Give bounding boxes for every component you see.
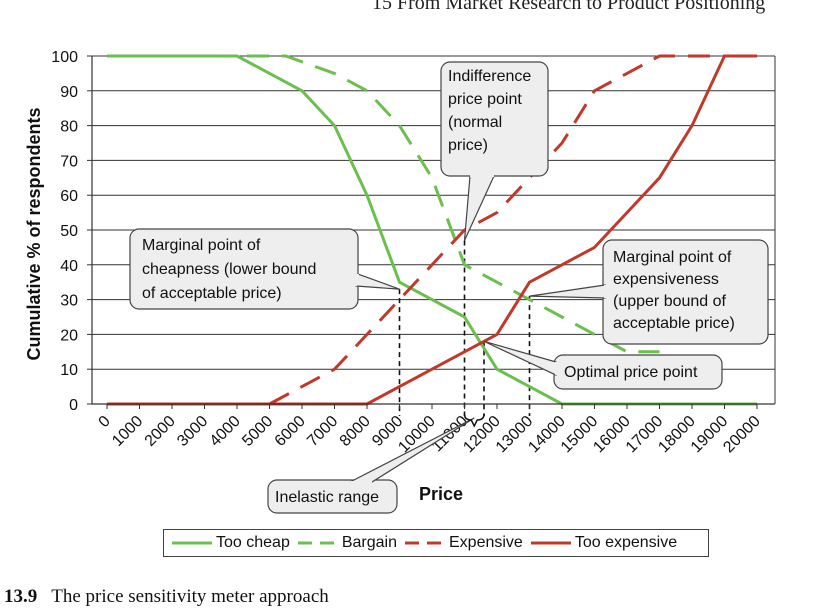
callout-text: Indifference	[448, 68, 531, 85]
y-tick-labels: 0 10 20 30 40 50 60 70 80 90 100	[51, 49, 78, 414]
y-tick-label: 30	[60, 293, 78, 310]
callout-seam	[355, 273, 359, 287]
x-tick-labels: 0100020003000400050006000700080009000100…	[96, 413, 764, 457]
x-tick-label: 3000	[174, 413, 211, 450]
callout-text: Optimal price point	[564, 364, 698, 381]
x-tick-label: 5000	[239, 413, 276, 450]
y-tick-label: 50	[60, 223, 78, 240]
legend-swatch	[530, 541, 571, 545]
x-tick-label: 0	[96, 413, 114, 431]
callout-pointer	[355, 273, 400, 290]
chart-axes	[87, 55, 776, 409]
legend-swatch	[297, 541, 338, 545]
chart-annotations: Indifference price point (normal price) Marg…	[129, 61, 769, 514]
y-axis-label: Cumulative % of respondents	[24, 107, 44, 360]
legend-swatch	[172, 541, 212, 545]
callout-text: expensiveness	[613, 271, 719, 288]
legend-item: Bargain	[297, 534, 397, 552]
y-tick-label: 90	[60, 84, 78, 101]
legend-label: Too cheap	[216, 534, 290, 551]
callout-optimal: Optimal price point	[483, 340, 723, 390]
callout-expensiveness: Marginal point of expensiveness (upper bou…	[529, 239, 769, 345]
x-tick-label: 8000	[337, 413, 374, 450]
series-too-cheap	[107, 54, 757, 406]
series-bargain	[107, 54, 660, 354]
legend-label: Expensive	[449, 534, 523, 551]
caption-number: 13.9	[4, 586, 38, 607]
callout-text: of acceptable price)	[142, 285, 282, 302]
figure-caption: 13.9 The price sensitivity meter approach	[4, 586, 329, 608]
caption-text: The price sensitivity meter approach	[51, 586, 329, 607]
inelastic-brace	[463, 413, 485, 428]
callout-text: acceptable price)	[613, 315, 735, 332]
callout-indifference: Indifference price point (normal price)	[440, 61, 549, 241]
callout-box	[267, 479, 398, 514]
callout-text: (normal	[448, 114, 502, 131]
chart-series	[107, 54, 757, 406]
callout-pointer	[463, 175, 495, 241]
callout-inelastic: Inelastic range	[267, 417, 475, 514]
series-expensive	[268, 54, 757, 406]
legend-swatch	[405, 541, 445, 545]
callout-text: Inelastic range	[275, 489, 379, 506]
x-tick-label: 4000	[207, 413, 244, 450]
y-tick-label: 60	[60, 188, 78, 205]
x-tick-label: 6000	[272, 413, 309, 450]
chart-legend: Too cheap Bargain Expensive Too expensive	[163, 529, 709, 557]
x-tick-label: 20000	[720, 413, 764, 457]
callout-text: Marginal point of	[613, 249, 732, 266]
y-tick-label: 70	[60, 153, 78, 170]
callout-cheapness: Marginal point of cheapness (lower bound o…	[129, 228, 400, 310]
series-too-expensive	[107, 54, 757, 406]
reference-lines	[398, 240, 531, 416]
y-tick-label: 20	[60, 327, 78, 344]
legend-item: Too cheap	[172, 534, 290, 552]
y-tick-label: 100	[51, 49, 78, 66]
y-tick-label: 0	[69, 397, 78, 414]
x-axis-label: Price	[419, 484, 463, 504]
y-tick-label: 80	[60, 119, 78, 136]
x-tick-label: 7000	[304, 413, 341, 450]
legend-label: Bargain	[341, 534, 397, 551]
callout-pointer	[483, 340, 557, 376]
x-tick-label: 1000	[109, 413, 146, 450]
y-tick-label: 40	[60, 258, 78, 275]
callout-text: price point	[448, 91, 522, 108]
legend-item: Too expensive	[530, 534, 678, 552]
callout-text: cheapness (lower bound	[142, 261, 316, 278]
callout-text: (upper bound of	[613, 293, 727, 310]
callout-text: Marginal point of	[142, 237, 261, 254]
x-tick-label: 2000	[142, 413, 179, 450]
callout-box	[129, 228, 359, 310]
legend-label: Too expensive	[574, 534, 678, 551]
legend-item: Expensive	[405, 534, 523, 552]
callout-text: price)	[448, 137, 488, 154]
page-header: 15 From Market Research to Product Posit…	[372, 0, 766, 14]
y-tick-label: 10	[60, 362, 78, 379]
callout-pointer	[529, 284, 606, 299]
